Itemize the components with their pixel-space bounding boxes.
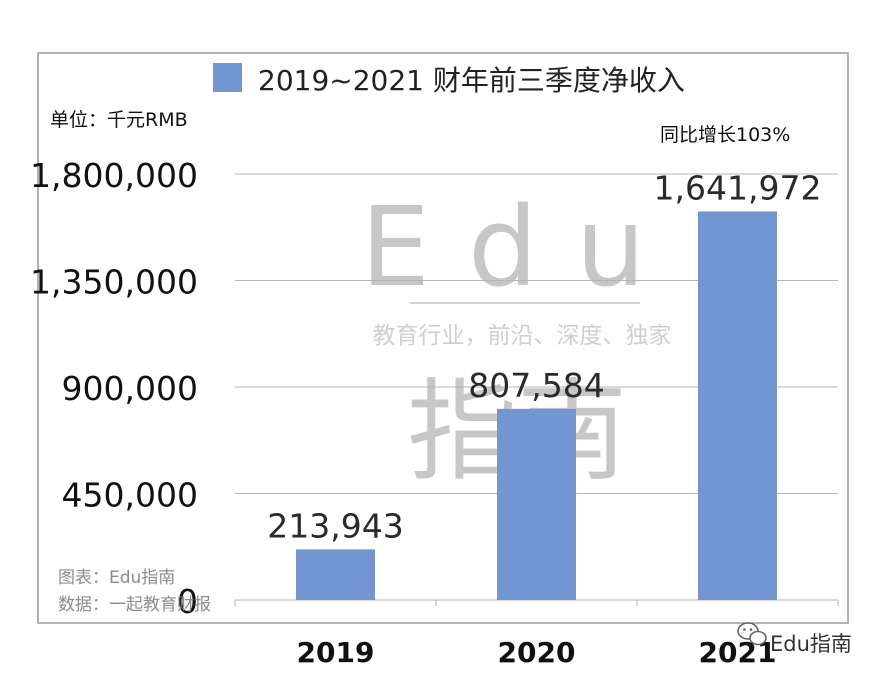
y-tick-label: 900,000 [62, 369, 198, 408]
watermark-brand: Edu [360, 183, 683, 311]
account-name: Edu指南 [770, 632, 852, 656]
x-tick-label: 2020 [498, 636, 576, 669]
value-labels: 213,943 807,584 1,641,972 [267, 168, 821, 545]
wechat-icon [737, 622, 767, 646]
x-tick-label: 2019 [297, 636, 375, 669]
legend-label: 2019~2021 财年前三季度净收入 [258, 64, 685, 97]
y-tick-label: 0 [177, 582, 198, 621]
y-axis-ticks: 0 450,000 900,000 1,350,000 1,800,000 [30, 156, 198, 621]
unit-note: 单位：千元RMB [50, 109, 188, 131]
value-label: 1,641,972 [654, 168, 822, 207]
bars [296, 211, 777, 600]
value-label: 807,584 [468, 366, 604, 405]
chart-source: 图表：Edu指南 [58, 568, 175, 588]
bar-2021 [698, 211, 777, 600]
value-label: 213,943 [267, 506, 403, 545]
y-tick-label: 1,800,000 [30, 156, 198, 195]
bar-2020 [497, 408, 576, 600]
chart-frame [37, 52, 849, 624]
data-source: 数据：一起教育财报 [58, 595, 211, 615]
legend-swatch [213, 63, 242, 92]
y-tick-label: 450,000 [62, 476, 198, 515]
bar-2019 [296, 549, 375, 600]
x-axis-labels: 2019 2020 2021 [297, 636, 777, 669]
y-tick-label: 1,350,000 [30, 263, 198, 302]
growth-annotation: 同比增长103% [660, 124, 790, 146]
watermark-slogan: 教育行业，前沿、深度、独家 [373, 323, 672, 349]
